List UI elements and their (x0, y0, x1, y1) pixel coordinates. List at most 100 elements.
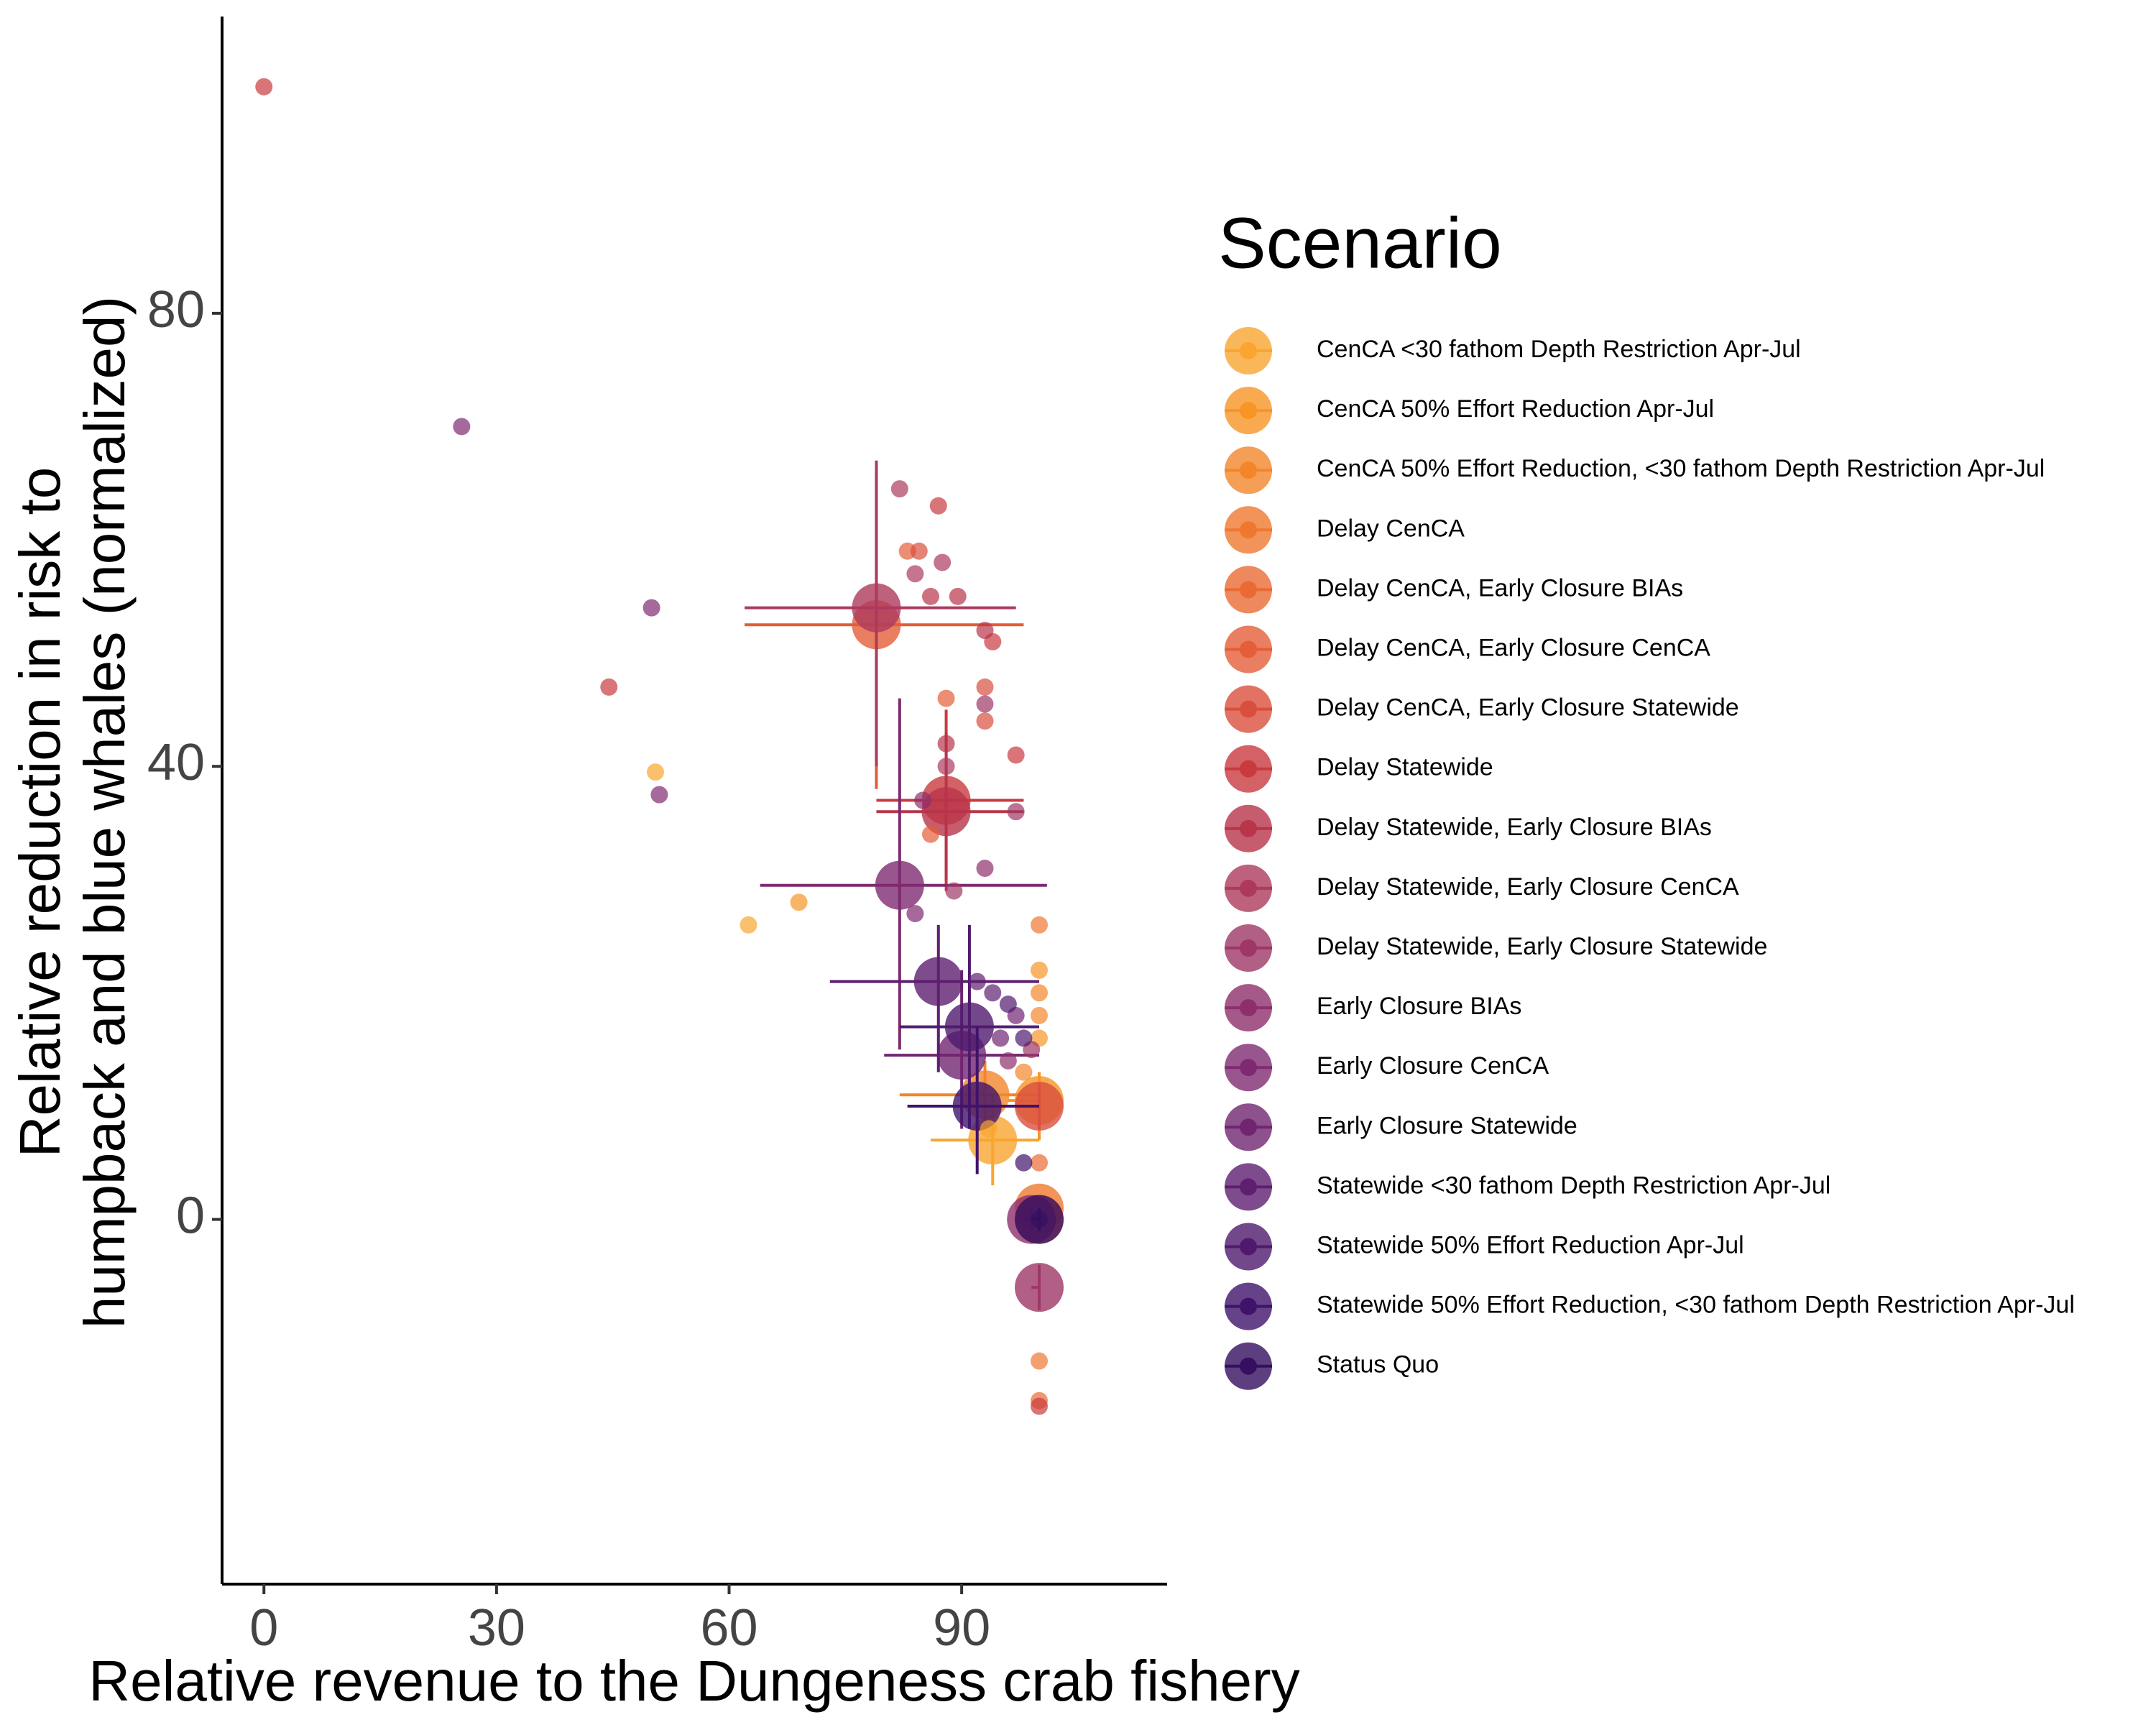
legend-title: Scenario (1218, 203, 1502, 283)
legend-key-dot (1240, 640, 1257, 658)
point (976, 860, 994, 878)
legend-label: Delay CenCA, Early Closure BIAs (1317, 574, 1683, 602)
x-axis-title: Relative revenue to the Dungeness crab f… (88, 1649, 1299, 1713)
legend-label: Delay CenCA, Early Closure Statewide (1317, 694, 1739, 722)
legend-key-dot (1240, 342, 1257, 359)
point (968, 972, 986, 990)
legend-key-dot (1240, 1238, 1257, 1256)
point (921, 587, 939, 605)
legend-key-dot (1240, 1178, 1257, 1196)
point (1015, 1029, 1033, 1047)
legend-key-dot (1240, 819, 1257, 837)
legend-key-dot (1240, 521, 1257, 539)
summary-point (913, 957, 963, 1006)
legend-label: CenCA <30 fathom Depth Restriction Apr-J… (1317, 336, 1801, 363)
legend-key-dot (1240, 1297, 1257, 1315)
legend-label: Status Quo (1317, 1351, 1439, 1379)
point (890, 480, 908, 498)
x-tick-label: 30 (468, 1599, 525, 1657)
legend-key-dot (1240, 700, 1257, 718)
legend-key-dot (1240, 461, 1257, 479)
legend-key-dot (1240, 999, 1257, 1017)
y-tick-label: 0 (176, 1187, 205, 1245)
point (647, 763, 665, 781)
legend-label: Early Closure BIAs (1317, 993, 1521, 1020)
point (976, 712, 994, 730)
point (937, 735, 955, 753)
legend-key-dot (1240, 1118, 1257, 1136)
point (999, 1052, 1017, 1070)
point (1007, 803, 1025, 821)
x-tick-label: 60 (700, 1599, 757, 1657)
legend-label: Delay Statewide, Early Closure CenCA (1317, 873, 1739, 901)
y-axis-title: Relative reduction in risk to (8, 467, 72, 1157)
point (1031, 961, 1049, 979)
point (1031, 1154, 1049, 1172)
summary-point (852, 583, 901, 632)
point (600, 678, 618, 696)
y-tick-label: 80 (147, 281, 205, 339)
summary-point (952, 1081, 1002, 1131)
point (999, 995, 1017, 1013)
summary-point (1015, 1263, 1064, 1312)
x-tick-label: 0 (249, 1599, 278, 1657)
point (949, 587, 967, 605)
legend-key-dot (1240, 760, 1257, 778)
point (1031, 916, 1049, 934)
point (1031, 984, 1049, 1002)
point (255, 78, 273, 96)
point (945, 882, 963, 900)
point (1031, 1352, 1049, 1370)
legend-label: Statewide <30 fathom Depth Restriction A… (1317, 1172, 1830, 1199)
point (929, 497, 947, 515)
legend-label: Delay CenCA, Early Closure CenCA (1317, 634, 1710, 661)
legend-label: CenCA 50% Effort Reduction, <30 fathom D… (1317, 455, 2045, 482)
legend-label: CenCA 50% Effort Reduction Apr-Jul (1317, 395, 1714, 423)
point (921, 825, 939, 843)
y-tick-label: 40 (147, 734, 205, 791)
legend-key-dot (1240, 402, 1257, 420)
y-axis-title: humpback and blue whales (normalized) (73, 296, 137, 1328)
point (934, 553, 952, 571)
point (976, 622, 994, 640)
point (1031, 1397, 1049, 1415)
legend-label: Statewide 50% Effort Reduction Apr-Jul (1317, 1231, 1744, 1259)
point (914, 791, 932, 809)
point (937, 689, 955, 707)
x-tick-label: 90 (933, 1599, 990, 1657)
legend-label: Early Closure CenCA (1317, 1052, 1549, 1080)
point (1031, 1210, 1049, 1228)
point (976, 695, 994, 713)
point (1007, 746, 1025, 764)
summary-point (875, 860, 924, 910)
legend-key-dot (1240, 1357, 1257, 1375)
legend-label: Delay Statewide, Early Closure Statewide (1317, 933, 1767, 960)
point (1015, 1063, 1033, 1081)
point (740, 916, 757, 934)
point (642, 599, 660, 617)
summary-point (944, 1002, 994, 1052)
point (1015, 1154, 1033, 1172)
point (980, 1120, 998, 1138)
legend-label: Statewide 50% Effort Reduction, <30 fath… (1317, 1292, 2075, 1319)
point (790, 893, 808, 911)
point (910, 542, 928, 560)
point (906, 565, 924, 583)
summary-point (921, 787, 971, 837)
point (906, 905, 924, 923)
point (976, 678, 994, 696)
legend-key-dot (1240, 879, 1257, 897)
legend-label: Delay Statewide, Early Closure BIAs (1317, 814, 1712, 841)
legend-key-dot (1240, 581, 1257, 599)
legend-key-dot (1240, 939, 1257, 957)
point (650, 786, 668, 804)
legend-label: Delay CenCA (1317, 515, 1465, 542)
point (984, 984, 1002, 1002)
legend-label: Early Closure Statewide (1317, 1112, 1577, 1139)
point (453, 418, 471, 436)
point (1031, 1006, 1049, 1024)
legend-key-dot (1240, 1059, 1257, 1077)
legend-label: Delay Statewide (1317, 754, 1493, 781)
point (937, 758, 955, 776)
